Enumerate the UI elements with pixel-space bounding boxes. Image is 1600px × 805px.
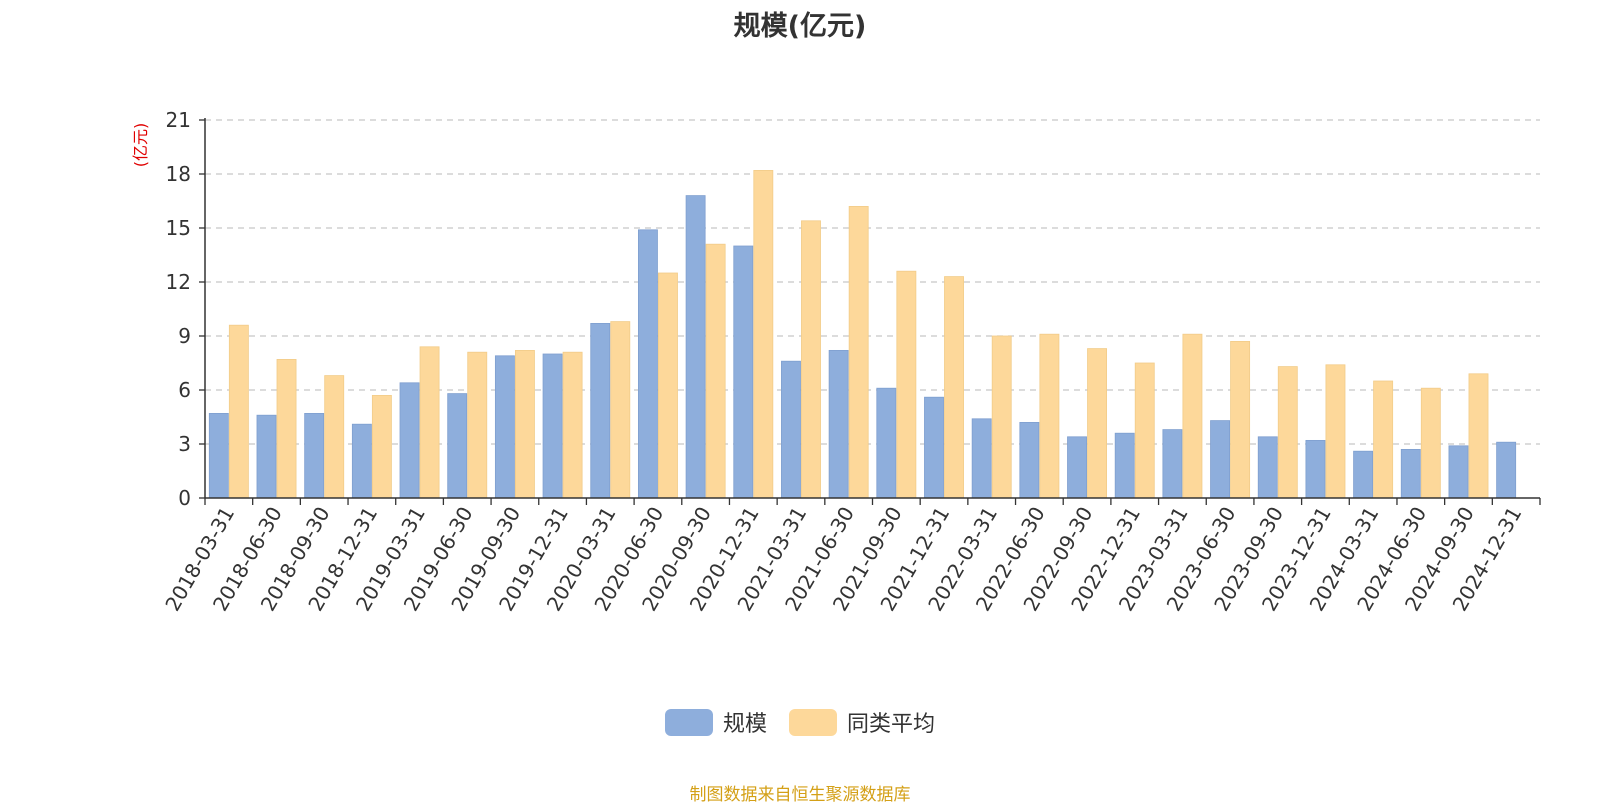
bar-series-2[interactable]: [419, 346, 440, 499]
bar-series-2[interactable]: [1468, 373, 1489, 499]
legend-swatch-series-2: [789, 708, 837, 736]
bar-series-1[interactable]: [256, 414, 277, 499]
bar-series-1[interactable]: [733, 245, 754, 499]
chart-title: 规模(亿元): [733, 11, 867, 42]
bar-series-1[interactable]: [208, 412, 229, 499]
bar-series-2[interactable]: [991, 335, 1012, 499]
bar-series-2[interactable]: [1277, 366, 1298, 499]
bar-series-2[interactable]: [371, 394, 392, 499]
bar-series-1[interactable]: [924, 396, 944, 499]
bar-series-2[interactable]: [1420, 387, 1441, 499]
bar-series-1[interactable]: [1019, 421, 1040, 499]
bar-series-1[interactable]: [542, 353, 563, 499]
bar-series-1[interactable]: [1114, 432, 1135, 499]
bar-series-2[interactable]: [467, 351, 488, 499]
y-tick-label: 18: [166, 162, 191, 186]
bar-series-1[interactable]: [1448, 445, 1469, 499]
bar-series-2[interactable]: [276, 358, 297, 499]
bar-series-1[interactable]: [637, 229, 658, 499]
bar-series-1[interactable]: [876, 387, 897, 499]
bar-series-2[interactable]: [944, 276, 964, 499]
bar-series-1[interactable]: [1210, 420, 1231, 499]
y-tick-label: 15: [166, 216, 191, 240]
legend-item-series-1[interactable]: 规模: [664, 706, 767, 738]
legend-label-series-2: 同类平均: [847, 712, 936, 737]
bar-series-2[interactable]: [1325, 364, 1346, 499]
bar-series-2[interactable]: [1182, 333, 1203, 499]
y-tick-label: 21: [166, 108, 191, 132]
bar-series-2[interactable]: [801, 220, 821, 499]
bar-series-1[interactable]: [1400, 448, 1421, 499]
bar-series-1[interactable]: [1067, 436, 1087, 499]
bar-series-2[interactable]: [658, 272, 678, 499]
bar-series-1[interactable]: [304, 412, 325, 499]
bar-series-1[interactable]: [1162, 429, 1183, 499]
bar-series-1[interactable]: [1257, 436, 1278, 499]
y-tick-label: 9: [178, 324, 191, 348]
legend-swatch-series-1: [664, 708, 713, 736]
bar-series-2[interactable]: [1087, 348, 1108, 499]
bar-series-2[interactable]: [324, 375, 345, 499]
y-tick-label: 3: [178, 432, 191, 456]
bar-series-1[interactable]: [494, 355, 515, 499]
bar-series-1[interactable]: [828, 349, 849, 499]
bar-series-1[interactable]: [590, 322, 611, 499]
bar-series-2[interactable]: [1039, 333, 1060, 499]
bar-series-1[interactable]: [781, 360, 801, 499]
bar-series-1[interactable]: [1496, 441, 1517, 499]
y-tick-label: 6: [178, 378, 191, 402]
bar-series-2[interactable]: [562, 351, 583, 499]
bars: [208, 169, 1517, 499]
y-tick-label: 0: [178, 486, 191, 510]
bar-series-1[interactable]: [447, 393, 468, 499]
bar-series-1[interactable]: [1353, 450, 1374, 499]
bar-series-1[interactable]: [685, 195, 706, 499]
bar-chart: 0369121518212018-03-312018-06-302018-09-…: [131, 108, 1541, 615]
y-axis-unit-label: (亿元): [131, 123, 150, 168]
legend-label-series-1: 规模: [722, 712, 767, 737]
bar-series-2[interactable]: [514, 349, 535, 499]
bar-series-2[interactable]: [1373, 380, 1394, 499]
y-tick-label: 12: [166, 270, 191, 294]
bar-series-2[interactable]: [1230, 340, 1251, 499]
bar-series-1[interactable]: [351, 423, 372, 499]
legend: 规模 同类平均: [0, 706, 1600, 738]
bar-series-2[interactable]: [1134, 362, 1155, 499]
bar-series-1[interactable]: [971, 418, 992, 499]
bar-series-2[interactable]: [848, 205, 869, 499]
bar-series-2[interactable]: [753, 169, 774, 499]
bar-series-1[interactable]: [1305, 439, 1326, 499]
bar-series-2[interactable]: [705, 243, 726, 499]
bar-series-2[interactable]: [896, 270, 917, 499]
bar-series-1[interactable]: [399, 382, 420, 499]
bar-series-2[interactable]: [610, 321, 631, 499]
source-note: 制图数据来自恒生聚源数据库: [689, 785, 911, 805]
bar-series-2[interactable]: [228, 324, 249, 499]
legend-item-series-2[interactable]: 同类平均: [789, 706, 935, 738]
